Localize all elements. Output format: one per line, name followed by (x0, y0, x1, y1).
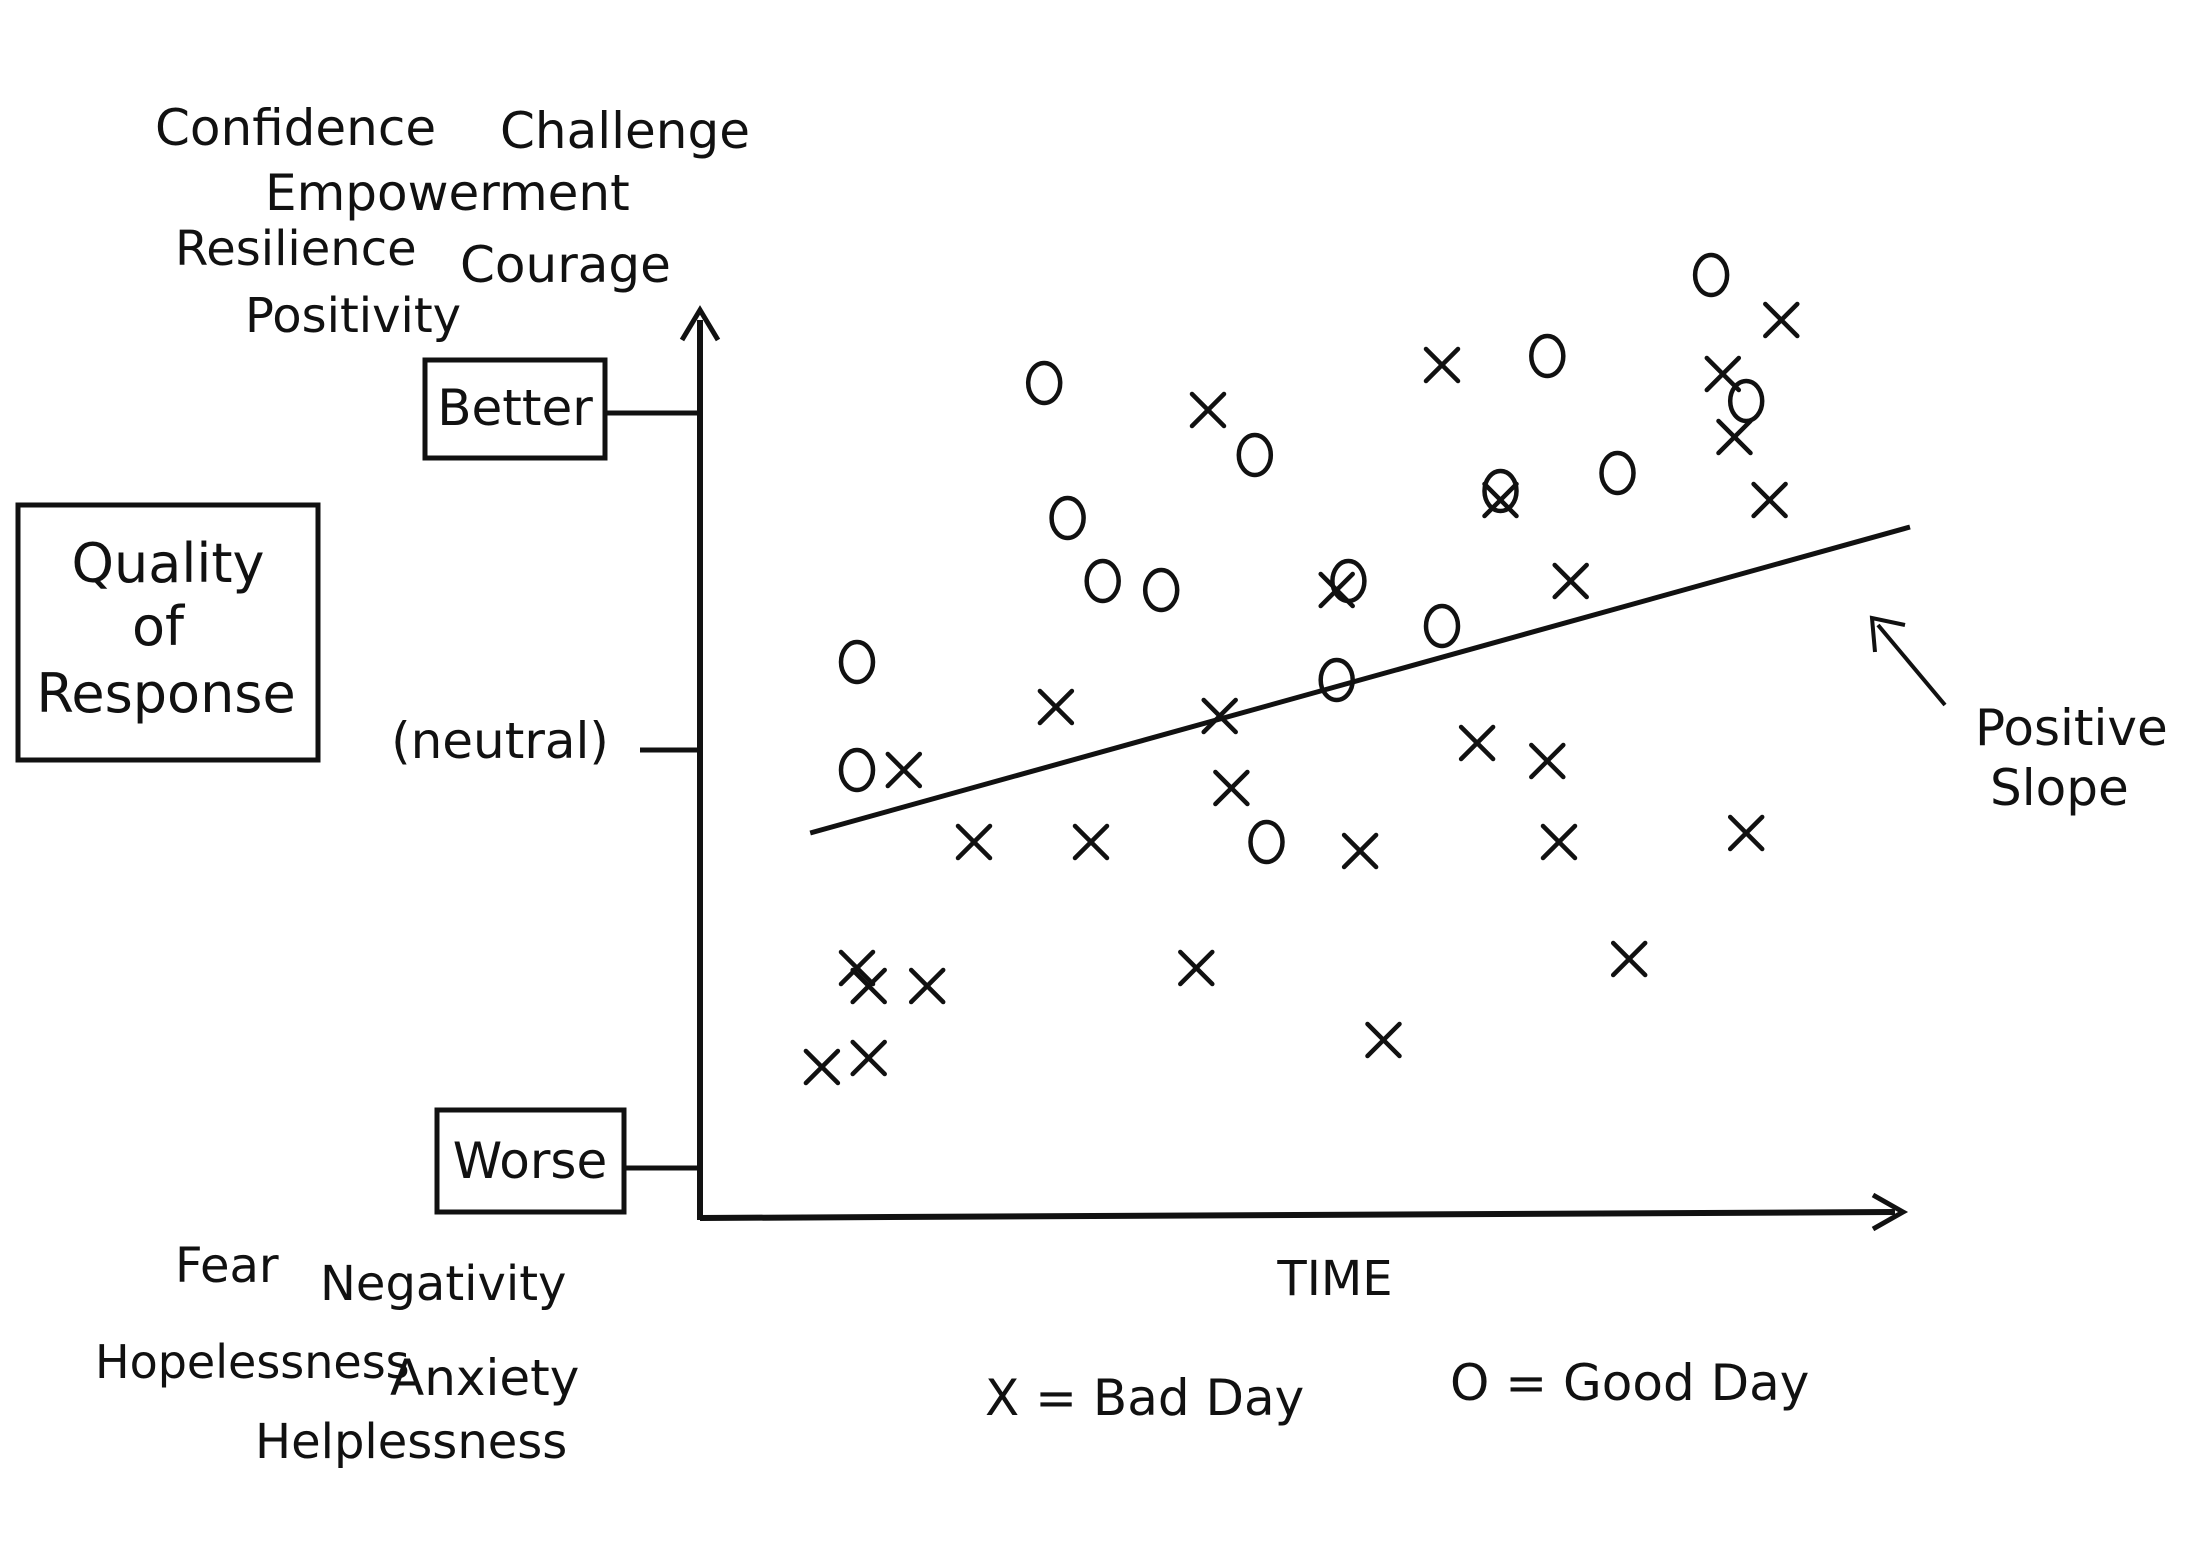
word-resilience: Resilience (175, 221, 417, 277)
data-marks (803, 252, 1800, 1086)
bad-day-mark (1610, 940, 1648, 978)
quality-line-2: of (132, 595, 186, 658)
bad-day-mark (1482, 481, 1519, 519)
annotation-line-2: Slope (1990, 759, 2129, 817)
bad-day-mark (885, 751, 923, 789)
word-empowerment: Empowerment (265, 164, 630, 222)
good-day-mark (1692, 252, 1730, 298)
good-day-mark (1727, 378, 1765, 424)
better-box (422, 357, 608, 461)
good-day-mark (1318, 657, 1355, 703)
bad-day-mark (1540, 823, 1578, 861)
bad-day-mark (1178, 949, 1215, 987)
tick-neutral: (neutral) (391, 712, 609, 770)
bad-day-mark (850, 1039, 887, 1077)
annotation-arrow (1876, 623, 1947, 707)
good-day-mark (838, 639, 876, 685)
bad-day-mark (1529, 742, 1566, 780)
good-day-mark (1236, 432, 1274, 478)
bad-day-mark (1458, 724, 1496, 762)
word-confidence: Confidence (155, 99, 436, 157)
bad-day-mark (803, 1048, 841, 1086)
bad-day-mark (1727, 814, 1765, 852)
legend-bad-day: X = Bad Day (985, 1369, 1304, 1427)
bad-day-mark (1213, 769, 1250, 807)
good-day-mark (1529, 333, 1566, 379)
legend-good-day: O = Good Day (1450, 1354, 1809, 1412)
tick-better: Better (437, 379, 593, 437)
word-fear: Fear (175, 1238, 279, 1294)
quality-box (15, 502, 321, 763)
word-negativity: Negativity (320, 1256, 566, 1312)
y-axis-arrowhead (679, 305, 721, 342)
good-day-mark (1025, 360, 1063, 406)
good-day-mark (1049, 495, 1086, 541)
good-day-mark (838, 747, 876, 793)
good-day-mark (1084, 558, 1121, 604)
quality-line-3: Response (36, 662, 295, 725)
good-day-mark (1248, 819, 1285, 865)
bad-day-mark (1552, 562, 1589, 600)
worse-box (434, 1107, 627, 1215)
good-day-mark (1423, 603, 1461, 649)
bad-day-mark (1423, 346, 1461, 384)
x-axis-label: TIME (1276, 1251, 1392, 1307)
bad-day-mark (1751, 481, 1788, 519)
bad-day-mark (908, 967, 946, 1005)
bad-day-mark (1037, 688, 1075, 726)
x-axis-arrowhead (1871, 1192, 1909, 1232)
annotation-arrowhead (1869, 615, 1906, 653)
bad-day-mark (1716, 418, 1753, 456)
trend-line (809, 524, 1911, 836)
word-courage: Courage (460, 236, 671, 294)
bad-day-mark (1365, 1021, 1402, 1059)
good-day-mark (1142, 567, 1180, 613)
bad-day-mark (850, 967, 887, 1005)
bad-day-mark (838, 949, 876, 987)
bad-day-mark (955, 823, 993, 861)
good-day-mark (1599, 450, 1636, 496)
x-axis (699, 1209, 1896, 1221)
word-positivity: Positivity (245, 288, 461, 344)
bad-day-mark (1763, 301, 1800, 339)
word-challenge: Challenge (500, 102, 750, 160)
bad-day-mark (1318, 571, 1355, 609)
bad-day-mark (1341, 832, 1379, 870)
quality-line-1: Quality (72, 532, 265, 595)
bad-day-mark (1704, 355, 1742, 393)
bad-day-mark (1189, 391, 1227, 429)
word-helplessness: Helplessness (255, 1414, 567, 1470)
bad-day-mark (1072, 823, 1110, 861)
word-hopelessness: Hopelessness (95, 1335, 410, 1389)
bad-day-mark (1201, 697, 1238, 735)
word-anxiety: Anxiety (390, 1349, 579, 1407)
tick-worse: Worse (453, 1132, 607, 1190)
annotation-line-1: Positive (1975, 699, 2168, 757)
good-day-mark (1482, 468, 1519, 514)
